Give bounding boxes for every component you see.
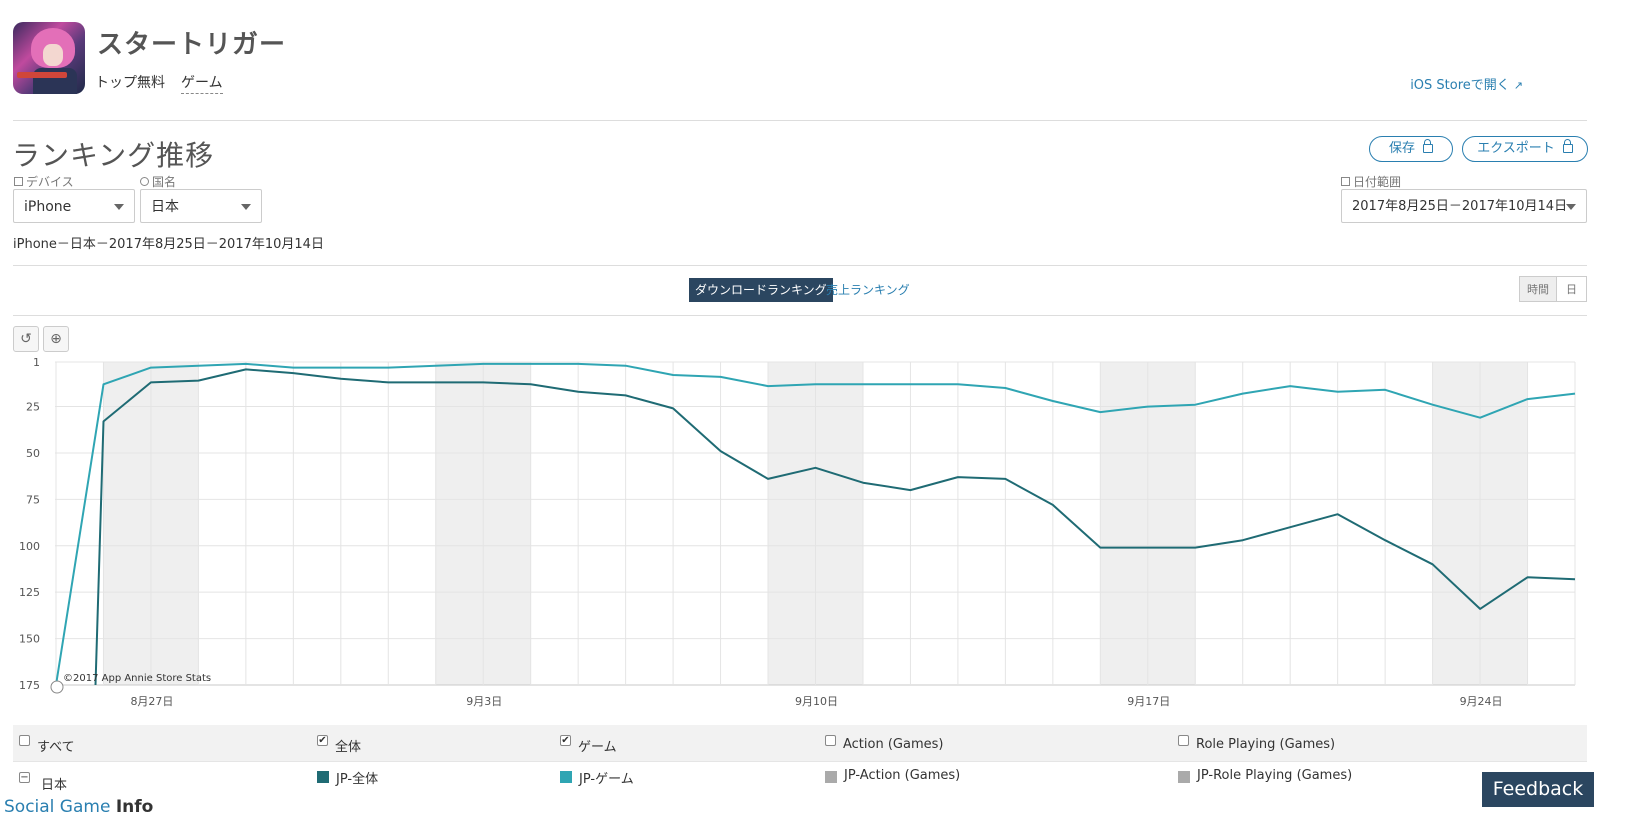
lock-icon [1423, 139, 1433, 153]
reset-icon[interactable]: ↺ [13, 326, 39, 352]
lock-icon [1562, 139, 1573, 153]
feedback-button[interactable]: Feedback [1482, 772, 1594, 807]
app-icon [13, 22, 85, 94]
x-tick-label: 9月10日 [795, 695, 838, 708]
granularity-hour-button[interactable]: 時間 [1519, 276, 1557, 302]
export-button[interactable]: エクスポート [1462, 136, 1588, 162]
save-button[interactable]: 保存 [1369, 136, 1453, 162]
chevron-down-icon [1566, 204, 1576, 210]
divider [13, 315, 1587, 316]
page-title: ランキング推移 [12, 139, 215, 172]
external-link-icon: ↗ [1513, 79, 1523, 92]
checkbox-game[interactable]: ✔ [560, 735, 571, 746]
export-button-label: エクスポート [1477, 141, 1555, 156]
y-tick-label: 1 [33, 356, 40, 369]
zoom-icon[interactable]: ⊕ [43, 326, 69, 352]
device-select-value: iPhone [24, 199, 72, 215]
x-tick-label: 9月3日 [466, 695, 502, 708]
ios-store-link[interactable]: iOS Storeで開く ↗ [1410, 74, 1523, 93]
price-label: トップ無料 [95, 75, 165, 91]
chevron-down-icon [241, 204, 251, 210]
chart-watermark: ©2017 App Annie Store Stats [63, 673, 211, 684]
x-tick-label: 9月17日 [1127, 695, 1170, 708]
legend-overall-label: 全体 [335, 740, 362, 755]
legend-action-label: Action (Games) [843, 737, 944, 752]
tab-sales-ranking[interactable]: 売上ランキング [826, 283, 910, 297]
save-button-label: 保存 [1388, 141, 1415, 156]
chart-subtitle: iPhone－日本－2017年8月25日－2017年10月14日 [13, 237, 324, 252]
y-tick-label: 125 [19, 586, 40, 599]
y-tick-label: 100 [19, 540, 40, 553]
country-filter-label: 国名 [140, 173, 176, 190]
ios-store-link-label: iOS Storeで開く [1410, 78, 1510, 93]
tab-download-ranking[interactable]: ダウンロードランキング [689, 278, 833, 302]
legend-rpg-label: Role Playing (Games) [1196, 737, 1336, 752]
app-title: スタートリガー [97, 30, 287, 60]
granularity-day-button[interactable]: 日 [1556, 276, 1587, 302]
series-swatch-game [560, 771, 572, 783]
x-tick-label: 8月27日 [130, 695, 173, 708]
globe-icon [140, 177, 149, 186]
series-swatch-action [825, 771, 837, 783]
legend-series-rpg[interactable]: JP-Role Playing (Games) [1197, 768, 1353, 783]
legend-game-label: ゲーム [578, 740, 617, 755]
series-swatch-overall [317, 771, 329, 783]
legend-series-action[interactable]: JP-Action (Games) [844, 768, 961, 783]
checkbox-overall[interactable]: ✔ [317, 735, 328, 746]
legend-series-overall[interactable]: JP-全体 [336, 772, 379, 787]
y-tick-label: 25 [26, 401, 40, 414]
date-range-label: 日付範囲 [1341, 173, 1401, 190]
series-swatch-rpg [1178, 771, 1190, 783]
y-tick-label: 50 [26, 447, 40, 460]
site-brand: Social Game Info [4, 797, 154, 817]
checkbox-rpg[interactable] [1178, 735, 1189, 746]
x-tick-label: 9月24日 [1460, 695, 1503, 708]
category-link[interactable]: ゲーム [181, 72, 223, 94]
date-range-value: 2017年8月25日－2017年10月14日 [1352, 199, 1568, 214]
device-icon [14, 177, 23, 186]
date-range-select[interactable]: 2017年8月25日－2017年10月14日 [1341, 189, 1587, 223]
device-select[interactable]: iPhone [13, 189, 135, 223]
y-tick-label: 175 [19, 679, 40, 692]
y-tick-label: 150 [19, 633, 40, 646]
device-filter-label: デバイス [14, 173, 74, 190]
checkbox-all[interactable] [19, 735, 30, 746]
legend-series-row [13, 761, 1587, 796]
series-line [94, 368, 1576, 686]
legend-category-row [13, 725, 1587, 761]
legend-all-label: すべて [37, 740, 75, 755]
country-select-value: 日本 [151, 199, 179, 215]
y-tick-label: 75 [26, 493, 40, 506]
chevron-down-icon [114, 204, 124, 210]
legend-country-label: 日本 [41, 778, 68, 793]
series-line [55, 362, 1576, 686]
checkbox-action[interactable] [825, 735, 836, 746]
collapse-country-checkbox[interactable]: − [19, 772, 30, 783]
legend-series-game[interactable]: JP-ゲーム [579, 772, 634, 787]
divider [13, 265, 1587, 266]
calendar-icon [1341, 177, 1350, 186]
divider [13, 120, 1587, 121]
comment-icon [50, 680, 64, 694]
country-select[interactable]: 日本 [140, 189, 262, 223]
